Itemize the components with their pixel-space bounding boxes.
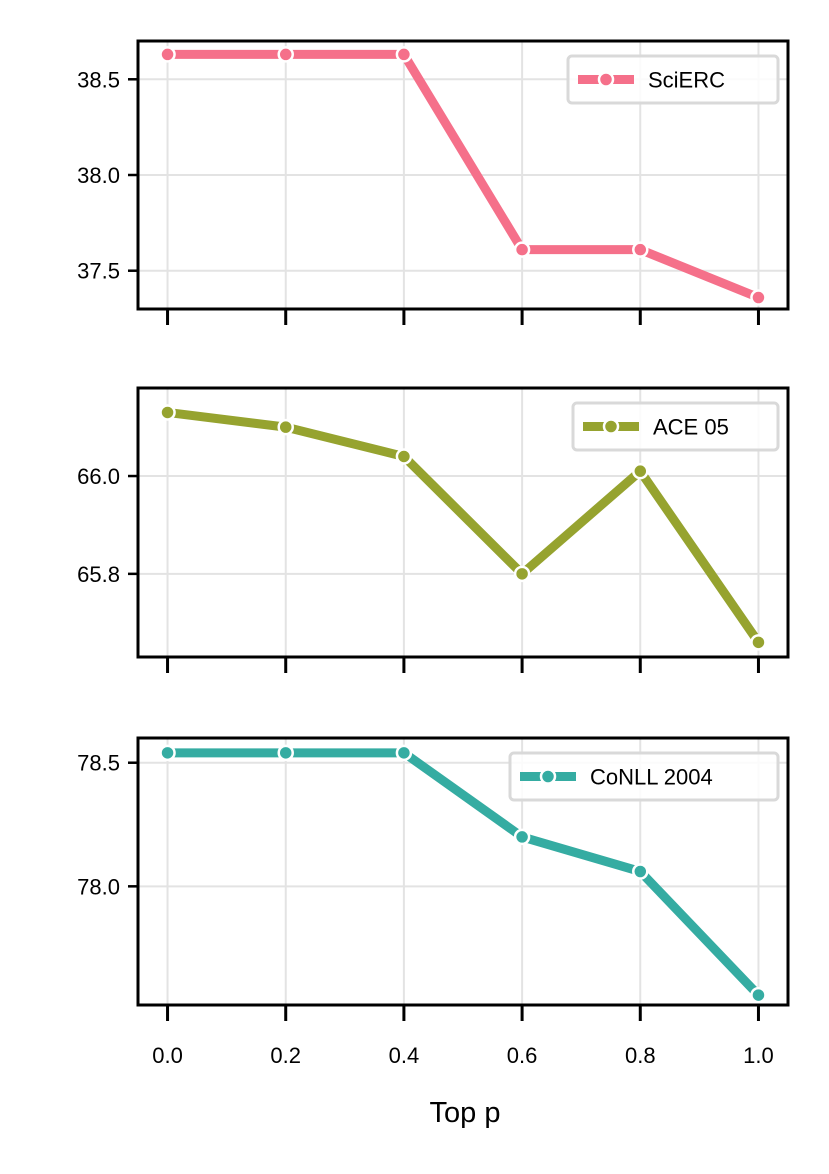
axes-frame	[136, 736, 790, 1007]
y-tick-label: 65.8	[77, 562, 120, 587]
axes-frame	[136, 39, 790, 311]
series-line	[163, 407, 763, 647]
data-point	[159, 744, 176, 762]
panel-3: 78.0 78.5 0.0 0.2 0.4 0.6 0.8 1.0 CoNLL 2004	[77, 736, 790, 1068]
data-point	[513, 828, 531, 846]
legend-marker	[597, 71, 615, 88]
x-tick-label: 0.6	[507, 1043, 538, 1068]
legend-label: ACE 05	[653, 415, 729, 440]
y-tick-label: 78.5	[77, 751, 120, 776]
x-tick-label: 0.0	[152, 1043, 183, 1068]
y-tick-label: 38.0	[77, 163, 120, 188]
data-point	[750, 634, 767, 651]
panel-1: 37.5 38.0 38.5 SciERC	[77, 39, 790, 325]
data-point	[277, 46, 294, 63]
data-point	[395, 744, 413, 762]
data-point	[750, 289, 767, 306]
data-point	[159, 404, 176, 421]
legend-box	[566, 54, 780, 105]
data-point	[632, 241, 649, 258]
series-line	[163, 748, 763, 1000]
x-axis-title: Top p	[430, 1097, 501, 1129]
y-tick-label: 78.0	[77, 874, 120, 899]
data-point	[277, 744, 294, 762]
data-point	[750, 986, 767, 1004]
legend-box	[508, 751, 780, 802]
legend-label: SciERC	[648, 68, 725, 93]
legend: SciERC	[566, 54, 780, 105]
data-point	[277, 418, 294, 436]
legend: ACE 05	[571, 401, 780, 452]
y-tick-label: 66.0	[77, 464, 120, 489]
y-tick-label: 38.5	[77, 67, 120, 92]
axes-frame	[136, 386, 790, 659]
data-point	[395, 448, 413, 465]
data-point	[513, 565, 531, 583]
panel-2: 65.8 66.0 ACE 05	[77, 386, 790, 673]
x-tick-label: 0.2	[270, 1043, 301, 1068]
data-point	[159, 46, 176, 63]
data-point	[632, 863, 649, 880]
legend-box	[571, 401, 780, 452]
legend: CoNLL 2004	[508, 751, 780, 802]
data-point	[395, 46, 413, 63]
legend-marker	[539, 768, 557, 785]
y-tick-label: 37.5	[77, 259, 120, 284]
data-point	[513, 241, 531, 258]
series-line	[163, 49, 763, 303]
data-point	[632, 462, 649, 480]
legend-marker	[602, 418, 620, 435]
x-tick-label: 0.4	[389, 1043, 420, 1068]
legend-label: CoNLL 2004	[590, 765, 713, 790]
x-tick-label: 1.0	[743, 1043, 774, 1068]
x-tick-label: 0.8	[625, 1043, 656, 1068]
